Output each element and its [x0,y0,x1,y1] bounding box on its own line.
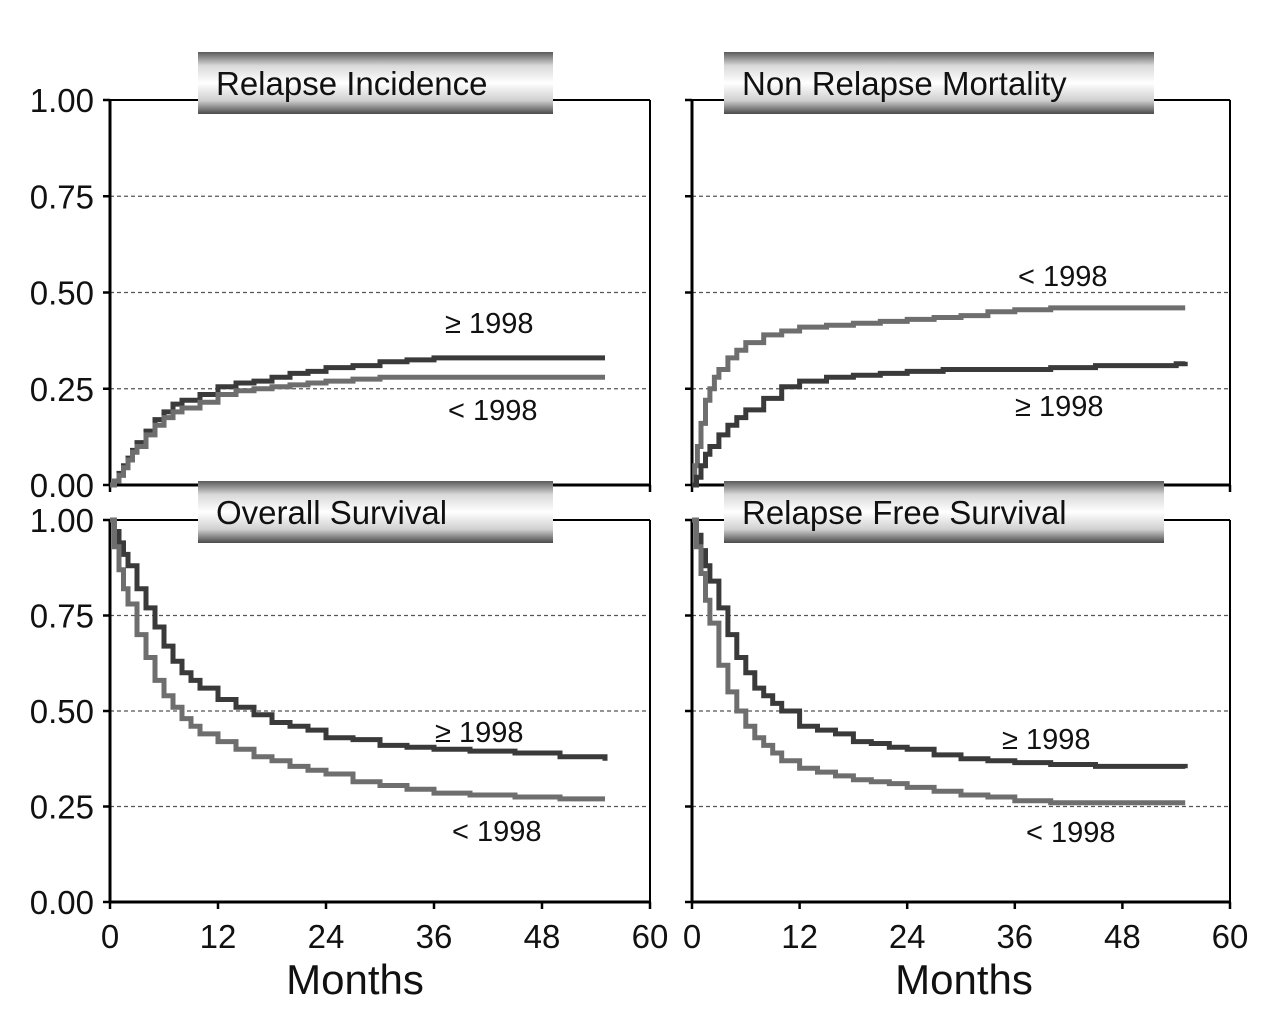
series-line-before-1998 [692,517,1186,806]
panel-1: 0.00 0.25 0.50 0.75 1.00 ≥ 1998 < 1998 Relapse … [30,52,652,504]
x-tick-label: 24 [889,918,926,955]
panel-title: Non Relapse Mortality [742,65,1067,102]
x-tick-label: 0 [101,918,119,955]
x-tick-label: 36 [416,918,453,955]
y-tick-label: 0.25 [30,789,94,826]
series-line-before-1998 [110,517,605,802]
y-tick-label: 0.25 [30,371,94,408]
series-label: < 1998 [452,816,542,848]
series-line-after-1998 [692,517,1188,769]
series-label: ≥ 1998 [1002,724,1091,756]
series-label: ≥ 1998 [1015,391,1104,423]
y-tick-label: 0.75 [30,598,94,635]
x-tick-label: 12 [781,918,818,955]
panel-title: Overall Survival [216,494,447,531]
y-tick-label: 0.00 [30,884,94,921]
panel-title-banner [198,481,553,543]
series-line-after-1998 [692,361,1188,488]
series-label: ≥ 1998 [435,717,524,749]
y-tick-label: 1.00 [30,82,94,119]
x-axis-label: Months [286,956,424,1003]
y-tick-label: 1.00 [30,502,94,539]
x-tick-label: 60 [1212,918,1249,955]
x-tick-label: 60 [632,918,669,955]
x-tick-label: 48 [1104,918,1141,955]
x-axis-label: Months [895,956,1033,1003]
panel-3: 0.00 0.25 0.50 0.75 1.00 0 12 24 36 48 60 Months ≥ 1… [30,481,669,1003]
series-label: ≥ 1998 [445,308,534,340]
x-tick-label: 12 [200,918,237,955]
y-tick-label: 0.50 [30,693,94,730]
x-tick-label: 48 [524,918,561,955]
y-tick-label: 0.50 [30,275,94,312]
series-label: < 1998 [448,395,538,427]
series-line-after-1998 [110,517,608,761]
panel-2: < 1998 ≥ 1998 Non Relapse Mortality [685,52,1232,492]
y-tick-label: 0.00 [30,467,94,504]
series-label: < 1998 [1018,261,1108,293]
panel-title: Relapse Incidence [216,65,488,102]
panel-title: Relapse Free Survival [742,494,1067,531]
panel-title-banner [724,481,1164,543]
x-tick-label: 0 [683,918,701,955]
series-label: < 1998 [1026,817,1116,849]
panel-title-banner [198,52,553,114]
x-tick-label: 36 [996,918,1033,955]
x-tick-label: 24 [308,918,345,955]
y-tick-label: 0.75 [30,178,94,215]
series-line-before-1998 [692,305,1186,488]
panel-title-banner [724,52,1154,114]
panel-4: 0 12 24 36 48 60 Months ≥ 1998 < 1998 Relapse Fre… [683,481,1249,1003]
series-line-before-1998 [110,374,605,488]
